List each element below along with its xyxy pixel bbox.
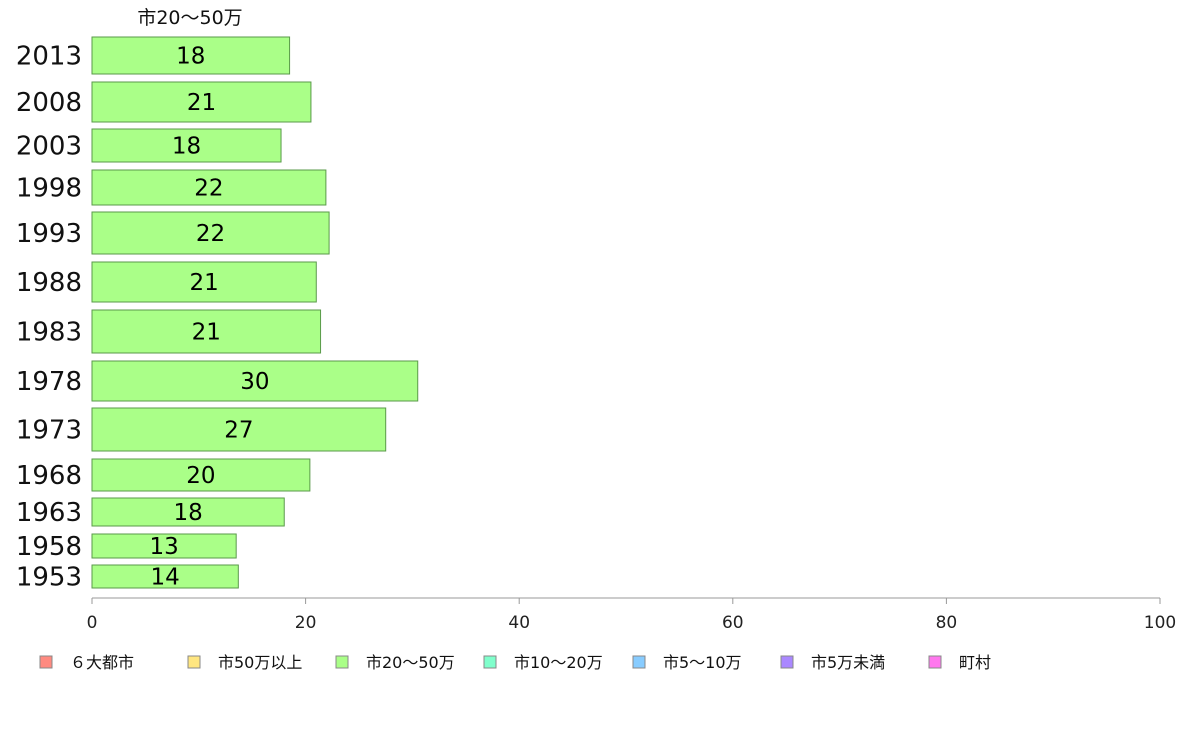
bar: [91, 211, 330, 255]
bar: [91, 533, 237, 559]
year-label: 1953: [16, 563, 82, 593]
legend-swatch: [335, 655, 349, 669]
bar: [91, 81, 312, 123]
legend-swatch: [187, 655, 201, 669]
series-title: 市20〜50万: [137, 7, 242, 29]
legend-label: 市50万以上: [218, 653, 302, 672]
bar: [91, 169, 327, 206]
legend-label: ６大都市: [70, 653, 134, 672]
year-label: 1988: [16, 268, 82, 298]
bar-value-label: 18: [173, 500, 202, 526]
year-label: 2008: [16, 88, 82, 118]
legend-swatch: [928, 655, 942, 669]
bar-value-label: 14: [151, 565, 180, 591]
year-label: 1968: [16, 461, 82, 491]
x-tick-label: 0: [87, 613, 98, 633]
year-label: 1958: [16, 532, 82, 562]
bar-value-label: 18: [172, 134, 201, 160]
bar: [91, 497, 285, 527]
legend-label: 市20〜50万: [366, 653, 455, 672]
legend-swatch: [39, 655, 53, 669]
legend-label: 町村: [959, 653, 991, 672]
bar-value-label: 22: [196, 221, 225, 247]
bar: [91, 458, 311, 492]
x-tick-label: 60: [722, 613, 744, 633]
legend-label: 市10〜20万: [514, 653, 603, 672]
bar-value-label: 21: [189, 270, 218, 296]
legend-swatch: [780, 655, 794, 669]
bar-value-label: 27: [224, 418, 253, 444]
x-tick-label: 20: [295, 613, 317, 633]
legend-label: 市5万未満: [811, 653, 885, 672]
year-label: 1963: [16, 498, 82, 528]
bar: [91, 564, 239, 589]
legend-swatch: [632, 655, 646, 669]
bar: [91, 407, 387, 452]
bar: [91, 36, 291, 75]
bar-value-label: 18: [176, 44, 205, 70]
bar-value-label: 30: [240, 369, 269, 395]
x-tick-label: 40: [508, 613, 530, 633]
bar-value-label: 21: [187, 90, 216, 116]
year-label: 1973: [16, 416, 82, 446]
bar: [91, 360, 419, 402]
bar-value-label: 13: [149, 534, 178, 560]
legend-label: 市5〜10万: [663, 653, 742, 672]
bar-value-label: 21: [192, 320, 221, 346]
bar: [91, 261, 317, 303]
x-tick-label: 80: [936, 613, 958, 633]
x-tick-label: 100: [1144, 613, 1176, 633]
year-label: 1993: [16, 219, 82, 249]
year-label: 2003: [16, 132, 82, 162]
bar-value-label: 22: [194, 176, 223, 202]
legend: ６大都市 市50万以上 市20〜50万 市10〜20万 市5〜10万 市5万未満 町村: [39, 653, 991, 672]
bar-value-label: 20: [186, 463, 215, 489]
year-label: 1998: [16, 174, 82, 204]
legend-swatch: [483, 655, 497, 669]
bar: [91, 309, 322, 354]
x-axis: 0 20 40 60 80 100: [87, 597, 1176, 633]
year-label: 2013: [16, 42, 82, 72]
bar: [91, 128, 282, 163]
year-label: 1983: [16, 318, 82, 348]
year-label: 1978: [16, 367, 82, 397]
